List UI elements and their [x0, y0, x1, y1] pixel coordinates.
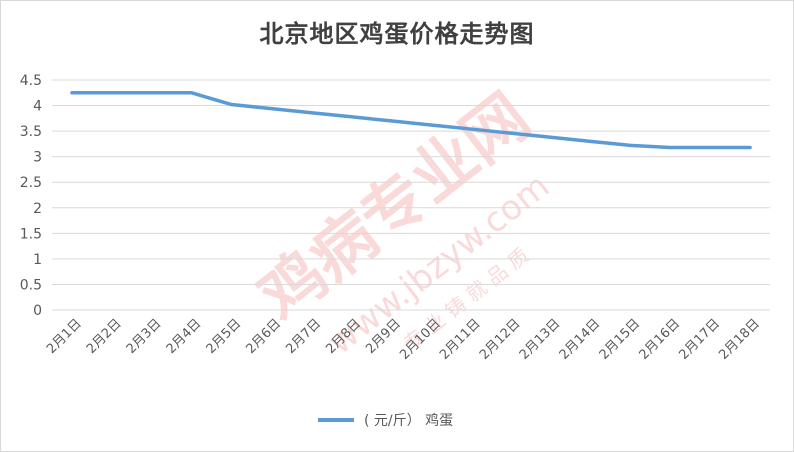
x-tick-label: 2月6日 — [244, 316, 285, 357]
y-axis-ticks: 0 0.5 1 1.5 2 2.5 3 3.5 4 4.5 — [20, 73, 42, 319]
x-tick-label: 2月4日 — [164, 316, 205, 357]
x-tick-label: 2月11日 — [437, 316, 484, 363]
data-point — [748, 145, 752, 149]
data-point — [230, 103, 233, 107]
x-tick-label: 2月17日 — [676, 316, 723, 363]
legend: ( 元/斤） 鸡蛋 — [318, 410, 453, 430]
chart-title: 北京地区鸡蛋价格走势图 — [259, 20, 535, 48]
x-tick-label: 2月3日 — [124, 316, 165, 357]
x-tick-label: 2月18日 — [716, 316, 763, 363]
y-tick-label: 4 — [33, 99, 42, 115]
data-point — [309, 111, 313, 115]
y-tick-label: 1.5 — [20, 226, 42, 242]
data-point — [469, 127, 473, 131]
x-tick-label: 2月16日 — [637, 316, 684, 363]
data-point — [110, 91, 114, 95]
y-tick-label: 1 — [33, 252, 42, 268]
y-tick-label: 3 — [33, 150, 42, 166]
data-point — [509, 131, 513, 135]
x-axis-ticks: 2月1日 2月2日 2月3日 2月4日 2月5日 2月6日 2月7日 2月8日 2月9日2月10… — [44, 316, 763, 363]
legend-swatch — [318, 418, 354, 422]
data-point — [549, 135, 553, 139]
y-tick-label: 4.5 — [20, 73, 42, 89]
data-point — [269, 107, 273, 111]
data-point — [668, 145, 672, 149]
data-point — [429, 123, 433, 127]
y-tick-label: 0 — [33, 303, 42, 319]
data-point — [349, 115, 353, 119]
y-tick-label: 3.5 — [20, 124, 42, 140]
x-tick-label: 2月1日 — [44, 316, 85, 357]
series-layer — [70, 91, 752, 150]
series-line — [70, 91, 752, 150]
data-point — [150, 91, 154, 95]
x-tick-label: 2月13日 — [517, 316, 564, 363]
x-tick-label: 2月10日 — [397, 316, 444, 363]
gridlines — [52, 79, 770, 311]
y-tick-label: 2 — [33, 201, 42, 217]
x-tick-label: 2月15日 — [597, 316, 644, 363]
x-tick-label: 2月7日 — [283, 316, 324, 357]
data-point — [708, 145, 712, 149]
x-tick-label: 2月2日 — [84, 316, 125, 357]
x-tick-label: 2月14日 — [557, 316, 604, 363]
data-point — [628, 143, 632, 147]
data-point — [389, 119, 393, 123]
x-tick-label: 2月5日 — [204, 316, 245, 357]
x-tick-label: 2月12日 — [477, 316, 524, 363]
data-point — [70, 91, 74, 95]
y-tick-label: 2.5 — [20, 175, 42, 191]
data-point — [589, 139, 592, 143]
data-point — [190, 91, 194, 95]
y-tick-label: 0.5 — [20, 277, 42, 293]
legend-label: ( 元/斤） 鸡蛋 — [364, 413, 454, 429]
x-tick-label: 2月8日 — [323, 316, 364, 357]
